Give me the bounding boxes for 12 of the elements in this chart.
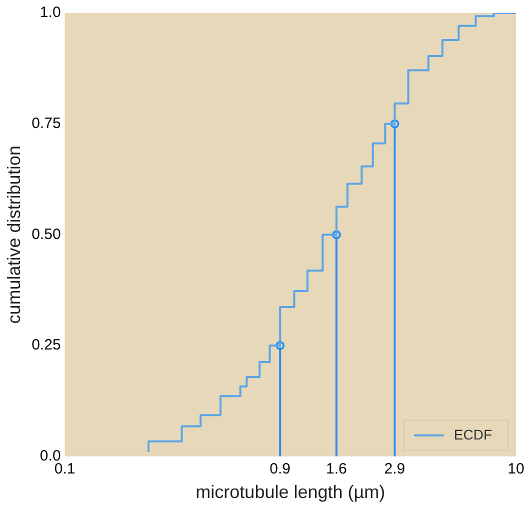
x-tick-label: 1.6 [326, 460, 347, 478]
x-tick-label: 0.1 [54, 460, 76, 478]
x-tick-label: 10 [508, 460, 524, 478]
y-tick-label: 0.25 [32, 336, 61, 354]
y-tick-label: 1.0 [40, 4, 61, 22]
legend-label: ECDF [454, 426, 492, 442]
x-tick-label: 2.9 [384, 460, 406, 478]
y-tick-label: 0.50 [32, 226, 61, 243]
x-tick-label: 0.9 [270, 460, 291, 478]
x-axis-title: microtubule length (µm) [196, 482, 386, 502]
y-axis-title: cumulative distribution [4, 146, 24, 324]
y-tick-label: 0.75 [32, 114, 61, 132]
